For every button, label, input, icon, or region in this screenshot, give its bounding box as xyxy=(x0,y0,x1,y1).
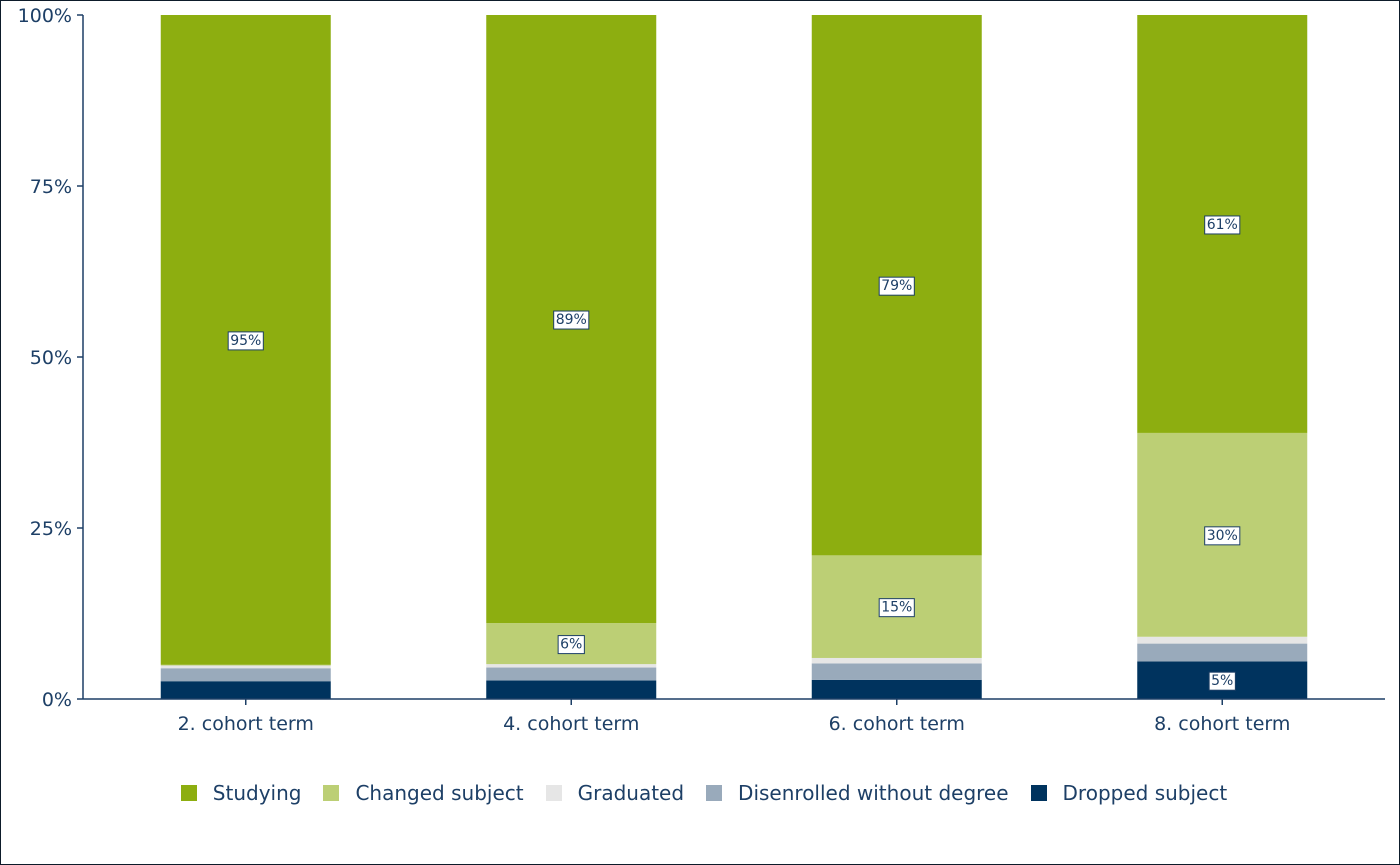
svg-text:15%: 15% xyxy=(881,600,912,616)
x-tick-label-3: 6. cohort term xyxy=(829,713,965,735)
data-label-studying-3: 79% xyxy=(878,276,915,296)
legend-swatch-dropped-subject xyxy=(1030,785,1047,801)
data-label-changed-subject-4: 30% xyxy=(1204,526,1241,546)
legend: Studying Changed subject Graduated Disenrol… xyxy=(1,777,1400,809)
x-tick-label-4: 8. cohort term xyxy=(1154,713,1290,735)
x-tick-label-1: 2. cohort term xyxy=(178,713,314,735)
axes-group: 2. cohort term 4. cohort term 6. cohort te… xyxy=(18,5,1385,735)
bar-segment-disenrolled-without-degree-4 xyxy=(1137,643,1308,662)
stacked-bar-chart: 95% 6% 89% 15% 79% 5% 30% 61% 2. cohort term 4. … xyxy=(18,5,1385,735)
bar-segment-disenrolled-without-degree-2 xyxy=(486,667,657,681)
y-tick-label-3: 50% xyxy=(30,347,72,369)
legend-item-changed-subject: Changed subject xyxy=(317,781,524,805)
bar-segment-dropped-subject-2 xyxy=(486,680,657,699)
bar-segment-graduated-3 xyxy=(811,657,982,664)
y-tick-label-2: 25% xyxy=(30,518,72,540)
legend-swatch-studying xyxy=(180,785,197,801)
svg-text:5%: 5% xyxy=(1211,673,1233,689)
legend-label-dropped-subject: Dropped subject xyxy=(1062,781,1228,805)
svg-text:89%: 89% xyxy=(556,312,587,328)
bar-segment-graduated-2 xyxy=(486,664,657,668)
legend-item-studying: Studying xyxy=(175,781,302,805)
y-tick-label-4: 75% xyxy=(30,176,72,198)
legend-swatch-disenrolled-without-degree xyxy=(706,785,723,801)
data-labels-group: 95% 6% 89% 15% 79% 5% 30% 61% xyxy=(227,215,1241,691)
bar-segment-graduated-4 xyxy=(1137,636,1308,644)
data-label-studying-2: 89% xyxy=(553,310,590,330)
legend-label-graduated: Graduated xyxy=(577,781,685,805)
bars-group xyxy=(160,15,1308,699)
bar-segment-changed-subject-1 xyxy=(160,664,331,666)
bar-segment-dropped-subject-1 xyxy=(160,681,331,699)
legend-swatch-graduated xyxy=(545,785,562,801)
svg-text:95%: 95% xyxy=(230,333,261,349)
y-tick-label-1: 0% xyxy=(42,689,72,711)
data-label-dropped-subject-4: 5% xyxy=(1208,671,1236,691)
bar-segment-disenrolled-without-degree-1 xyxy=(160,668,331,682)
legend-item-disenrolled-without-degree: Disenrolled without degree xyxy=(700,781,1009,805)
svg-text:79%: 79% xyxy=(881,278,912,294)
svg-text:61%: 61% xyxy=(1207,217,1238,233)
data-label-changed-subject-2: 6% xyxy=(557,635,585,655)
legend-label-studying: Studying xyxy=(212,781,302,805)
bar-segment-graduated-1 xyxy=(160,665,331,669)
legend-label-disenrolled-without-degree: Disenrolled without degree xyxy=(738,781,1009,805)
legend-label-changed-subject: Changed subject xyxy=(355,781,524,805)
data-label-changed-subject-3: 15% xyxy=(878,598,915,618)
bar-segment-disenrolled-without-degree-3 xyxy=(811,663,982,680)
legend-swatch-changed-subject xyxy=(323,785,340,801)
y-tick-label-5: 100% xyxy=(18,5,72,27)
data-label-studying-4: 61% xyxy=(1204,215,1241,235)
legend-item-dropped-subject: Dropped subject xyxy=(1025,781,1228,805)
x-tick-label-2: 4. cohort term xyxy=(503,713,639,735)
data-label-studying-1: 95% xyxy=(227,331,264,351)
bar-segment-dropped-subject-3 xyxy=(811,679,982,699)
legend-item-graduated: Graduated xyxy=(540,781,684,805)
svg-text:6%: 6% xyxy=(560,637,582,653)
svg-text:30%: 30% xyxy=(1207,528,1238,544)
